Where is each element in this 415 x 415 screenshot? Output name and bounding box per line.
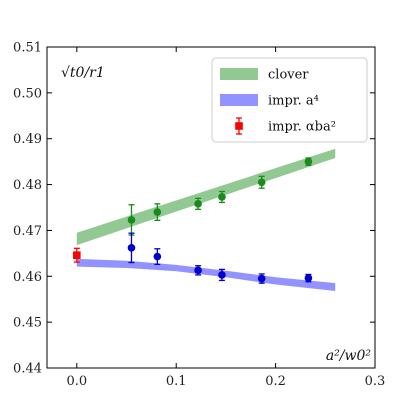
data-point — [257, 178, 266, 187]
data-point — [218, 271, 226, 279]
y-tick-label: 0.51 — [13, 41, 42, 56]
y-tick-label: 0.49 — [13, 132, 42, 147]
legend-label: impr. a⁴ — [268, 94, 319, 109]
data-point — [127, 244, 136, 252]
plot-area — [73, 148, 336, 291]
legend-swatch — [220, 94, 258, 106]
x-tick-label: 0.2 — [265, 374, 286, 389]
y-tick-label: 0.44 — [13, 362, 42, 377]
y-tick-label: 0.45 — [13, 316, 42, 331]
y-tick-label: 0.50 — [13, 86, 42, 101]
fit-band-1 — [76, 258, 336, 291]
data-point — [73, 251, 81, 259]
data-point — [127, 216, 136, 224]
data-point — [304, 157, 313, 166]
data-point — [218, 193, 226, 201]
legend: clover impr. a⁴ impr. αba² — [211, 57, 368, 143]
x-tick-label: 0.1 — [166, 374, 187, 389]
fit-band-0 — [76, 148, 336, 246]
x-axis-label: a²/w0² — [326, 348, 372, 364]
data-point — [304, 274, 313, 282]
x-tick-label: 0.0 — [66, 374, 87, 389]
data-point — [257, 274, 266, 283]
legend-marker — [235, 122, 243, 130]
legend-swatch — [220, 68, 258, 80]
plot-frame — [46, 46, 376, 369]
data-point — [194, 266, 202, 275]
y-tick-label: 0.46 — [13, 270, 42, 285]
y-tick-label: 0.48 — [13, 178, 42, 193]
legend-label: clover — [268, 68, 309, 83]
axes: 0.0 0.1 0.2 0.3 0.44 0.45 0.46 0.47 0.48 0.49 0.50… — [13, 41, 385, 390]
x-tick-label: 0.3 — [365, 374, 386, 389]
data-point — [153, 252, 162, 261]
y-axis-label: √t0/r1 — [61, 65, 105, 81]
legend-label: impr. αba² — [268, 120, 336, 135]
y-tick-label: 0.47 — [13, 224, 42, 239]
data-point — [153, 208, 162, 216]
data-point — [194, 200, 202, 208]
